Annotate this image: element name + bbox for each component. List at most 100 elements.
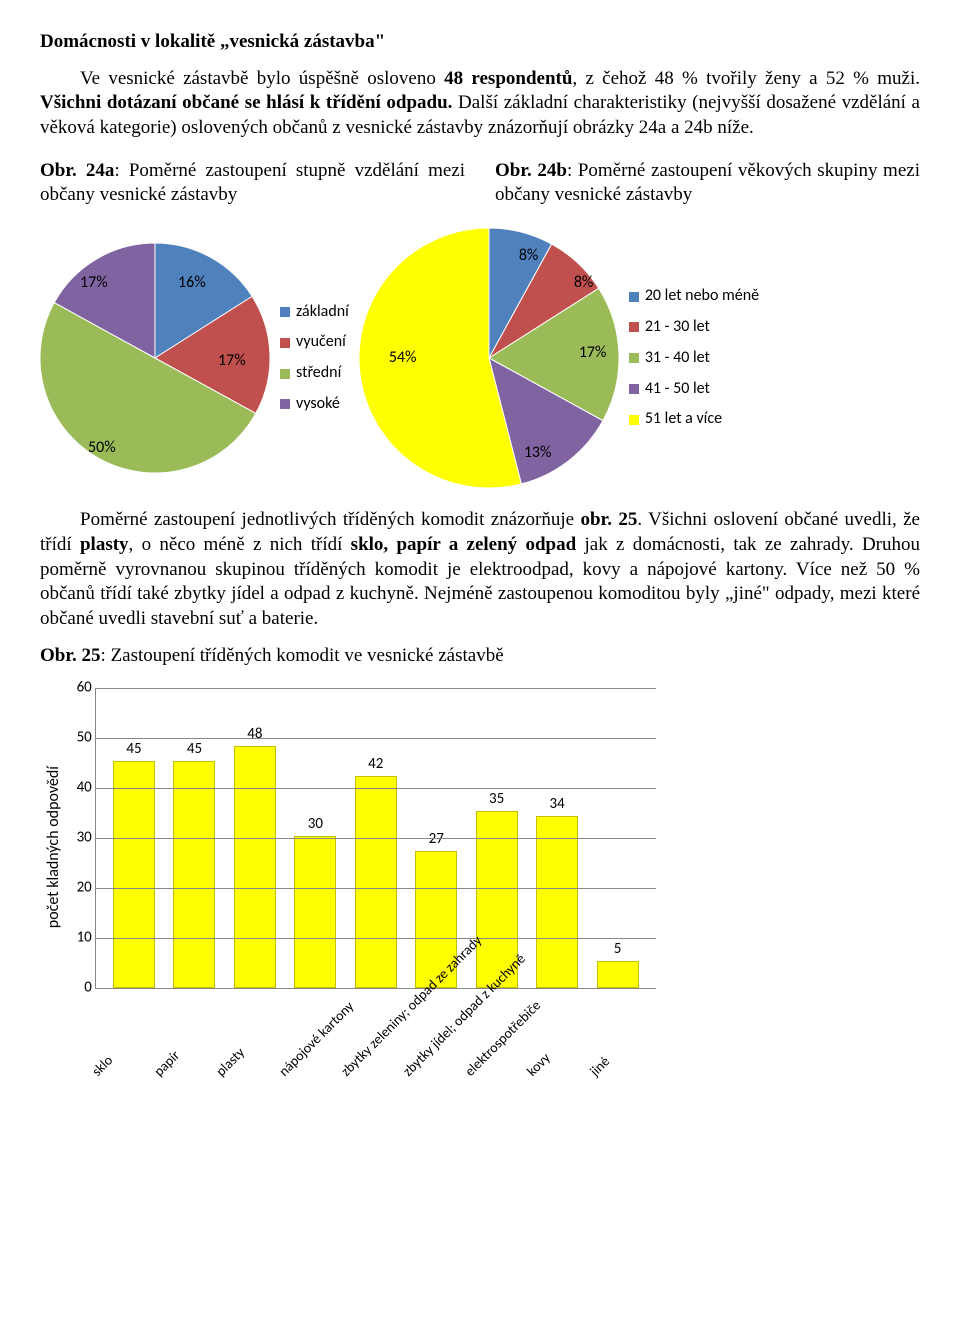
gridline [96, 838, 656, 839]
pie-slice-label: 13% [524, 443, 552, 464]
bar-value-label: 45 [187, 740, 202, 760]
caption-text: : Zastoupení tříděných komodit ve vesnic… [101, 645, 504, 666]
caption-24a: Obr. 24a: Poměrné zastoupení stupně vzdě… [40, 159, 465, 208]
bar [294, 836, 336, 988]
legend-swatch [629, 292, 639, 302]
text: , o něco méně z nich třídí [129, 534, 351, 555]
x-tick-label: papír [150, 1033, 198, 1081]
y-tick-label: 10 [66, 929, 92, 949]
caption-25: Obr. 25: Zastoupení tříděných komodit ve… [40, 644, 920, 669]
bar-value-label: 27 [429, 830, 444, 850]
legend-24a: základní vyučení střední vysoké [280, 302, 349, 415]
legend-swatch [280, 338, 290, 348]
bar [234, 746, 276, 988]
bar-chart-25: počet kladných odpovědí 4545483042273534… [40, 688, 920, 1007]
y-tick-label: 40 [66, 779, 92, 799]
gridline [96, 938, 656, 939]
bar-column: 45 [169, 740, 219, 989]
bar [536, 816, 578, 988]
bar-value-label: 5 [614, 940, 622, 960]
legend-item: střední [280, 363, 349, 384]
bar-column: 5 [593, 940, 643, 989]
x-tick-label: elektrospotřebiče [462, 1033, 510, 1081]
bar [597, 961, 639, 988]
legend-item: 31 - 40 let [629, 348, 759, 369]
pie-slice-label: 17% [218, 351, 246, 372]
gridline [96, 688, 656, 689]
legend-item: vyučení [280, 332, 349, 353]
text: Ve vesnické zástavbě bylo úspěšně oslove… [80, 68, 444, 89]
legend-swatch [629, 384, 639, 394]
x-tick-label: kovy [524, 1033, 572, 1081]
bar [173, 761, 215, 988]
legend-label: vysoké [296, 394, 340, 415]
caption-24b: Obr. 24b: Poměrné zastoupení věkových sk… [495, 159, 920, 208]
text-bold: 48 respondentů [444, 68, 572, 89]
legend-swatch [280, 369, 290, 379]
x-tick-label: jiné [586, 1033, 634, 1081]
pie-slice-label: 16% [178, 273, 206, 294]
x-tick-label: zbytky zeleniny; odpad ze zahrady [337, 1033, 385, 1081]
text: , z čehož 48 % tvořily ženy a 52 % muži. [572, 68, 920, 89]
bar-column: 45 [109, 740, 159, 989]
legend-swatch [629, 322, 639, 332]
x-tick-label: sklo [88, 1033, 136, 1081]
y-tick-label: 60 [66, 679, 92, 699]
pie-slice-label: 8% [574, 273, 594, 294]
legend-label: střední [296, 363, 341, 384]
text-bold: plasty [80, 534, 129, 555]
legend-swatch [629, 415, 639, 425]
legend-item: 20 let nebo méně [629, 286, 759, 307]
bar-value-label: 35 [489, 790, 504, 810]
legend-swatch [629, 353, 639, 363]
legend-label: vyučení [296, 332, 346, 353]
text-bold: sklo, papír a zelený odpad [351, 534, 577, 555]
legend-item: vysoké [280, 394, 349, 415]
y-tick-label: 20 [66, 879, 92, 899]
legend-swatch [280, 307, 290, 317]
x-labels: sklopapírplastynápojové kartonyzbytky ze… [95, 989, 671, 1007]
legend-swatch [280, 399, 290, 409]
y-tick-label: 50 [66, 729, 92, 749]
legend-label: 31 - 40 let [645, 348, 710, 369]
legend-label: 21 - 30 let [645, 317, 710, 338]
y-tick-label: 30 [66, 829, 92, 849]
pie-slice-label: 54% [389, 348, 417, 369]
bar-column: 34 [532, 795, 582, 989]
bar [113, 761, 155, 988]
paragraph-1: Ve vesnické zástavbě bylo úspěšně oslove… [40, 67, 920, 141]
bar-value-label: 48 [247, 725, 262, 745]
caption-label: Obr. 24a [40, 160, 114, 181]
y-tick-label: 0 [66, 979, 92, 999]
legend-label: 51 let a více [645, 409, 722, 430]
bar-value-label: 42 [368, 755, 383, 775]
bar-value-label: 45 [126, 740, 141, 760]
pie-slice-label: 17% [80, 273, 108, 294]
bar-value-label: 30 [308, 815, 323, 835]
legend-item: základní [280, 302, 349, 323]
pie-chart-24a: 16% 17% 50% 17% [40, 243, 270, 473]
pie-slice-label: 50% [88, 438, 116, 459]
pie-chart-24b: 8%8%17%13%54% [359, 228, 619, 488]
text: Poměrné zastoupení jednotlivých tříděnýc… [80, 509, 580, 530]
text-bold: Všichni dotázaní občané se hlásí k třídě… [40, 92, 452, 113]
pie-charts-row: 16% 17% 50% 17% základní vyučení střední vysok… [40, 228, 920, 488]
legend-label: základní [296, 302, 349, 323]
bar-column: 48 [230, 725, 280, 989]
pie-slice-label: 8% [519, 246, 539, 267]
bar-value-label: 34 [549, 795, 564, 815]
bar-column: 42 [351, 755, 401, 989]
gridline [96, 738, 656, 739]
bar [355, 776, 397, 988]
bar-column: 30 [290, 815, 340, 989]
plot-area: 45454830422735345 0102030405060 [95, 688, 656, 989]
legend-item: 51 let a více [629, 409, 759, 430]
gridline [96, 888, 656, 889]
caption-label: Obr. 25 [40, 645, 101, 666]
caption-label: Obr. 24b [495, 160, 567, 181]
chart-captions-row: Obr. 24a: Poměrné zastoupení stupně vzdě… [40, 159, 920, 218]
x-tick-label: nápojové kartony [275, 1033, 323, 1081]
legend-24b: 20 let nebo méně 21 - 30 let 31 - 40 let 41… [629, 286, 759, 430]
x-tick-label: zbytky jídel; odpad z kuchyně [399, 1033, 447, 1081]
legend-item: 41 - 50 let [629, 379, 759, 400]
